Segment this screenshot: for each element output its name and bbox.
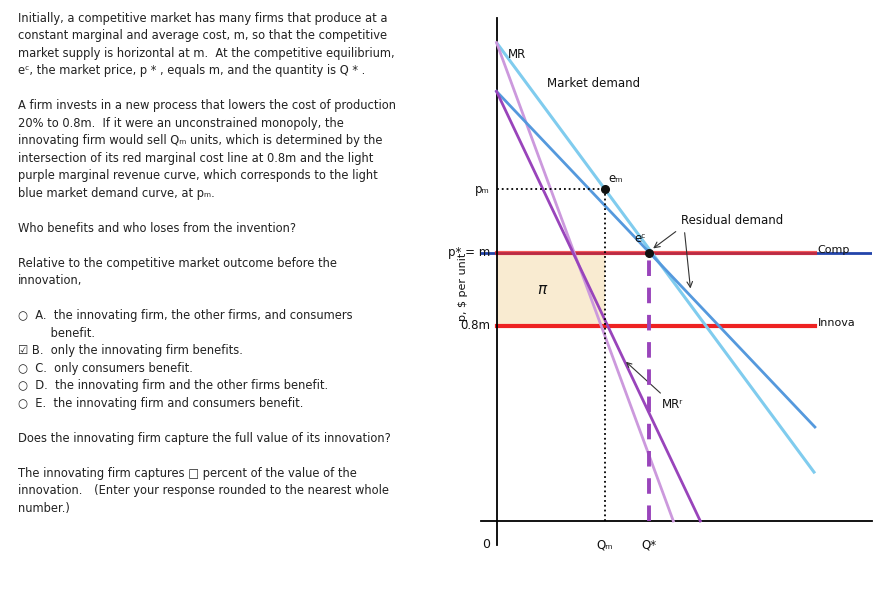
Text: 0.8m: 0.8m [460, 319, 490, 332]
Text: MR: MR [507, 47, 526, 61]
Text: pₘ: pₘ [475, 182, 490, 196]
Text: π: π [538, 282, 546, 296]
Text: MRʳ: MRʳ [627, 362, 684, 411]
Text: p* = m: p* = m [448, 246, 490, 259]
Text: Comp: Comp [817, 245, 850, 255]
Bar [497, 253, 605, 326]
Text: 0: 0 [482, 538, 490, 551]
Text: eₘ: eₘ [608, 172, 623, 185]
Text: p, $ per unit: p, $ per unit [458, 253, 468, 321]
Text: Qₘ: Qₘ [596, 538, 613, 551]
Text: Market demand: Market demand [547, 77, 641, 90]
Text: Innova: Innova [817, 318, 855, 328]
Text: Q*: Q* [642, 538, 657, 551]
Text: eᶜ: eᶜ [634, 232, 645, 245]
Text: Residual demand: Residual demand [681, 215, 783, 227]
Text: Initially, a competitive market has many firms that produce at a
constant margin: Initially, a competitive market has many… [18, 12, 396, 515]
